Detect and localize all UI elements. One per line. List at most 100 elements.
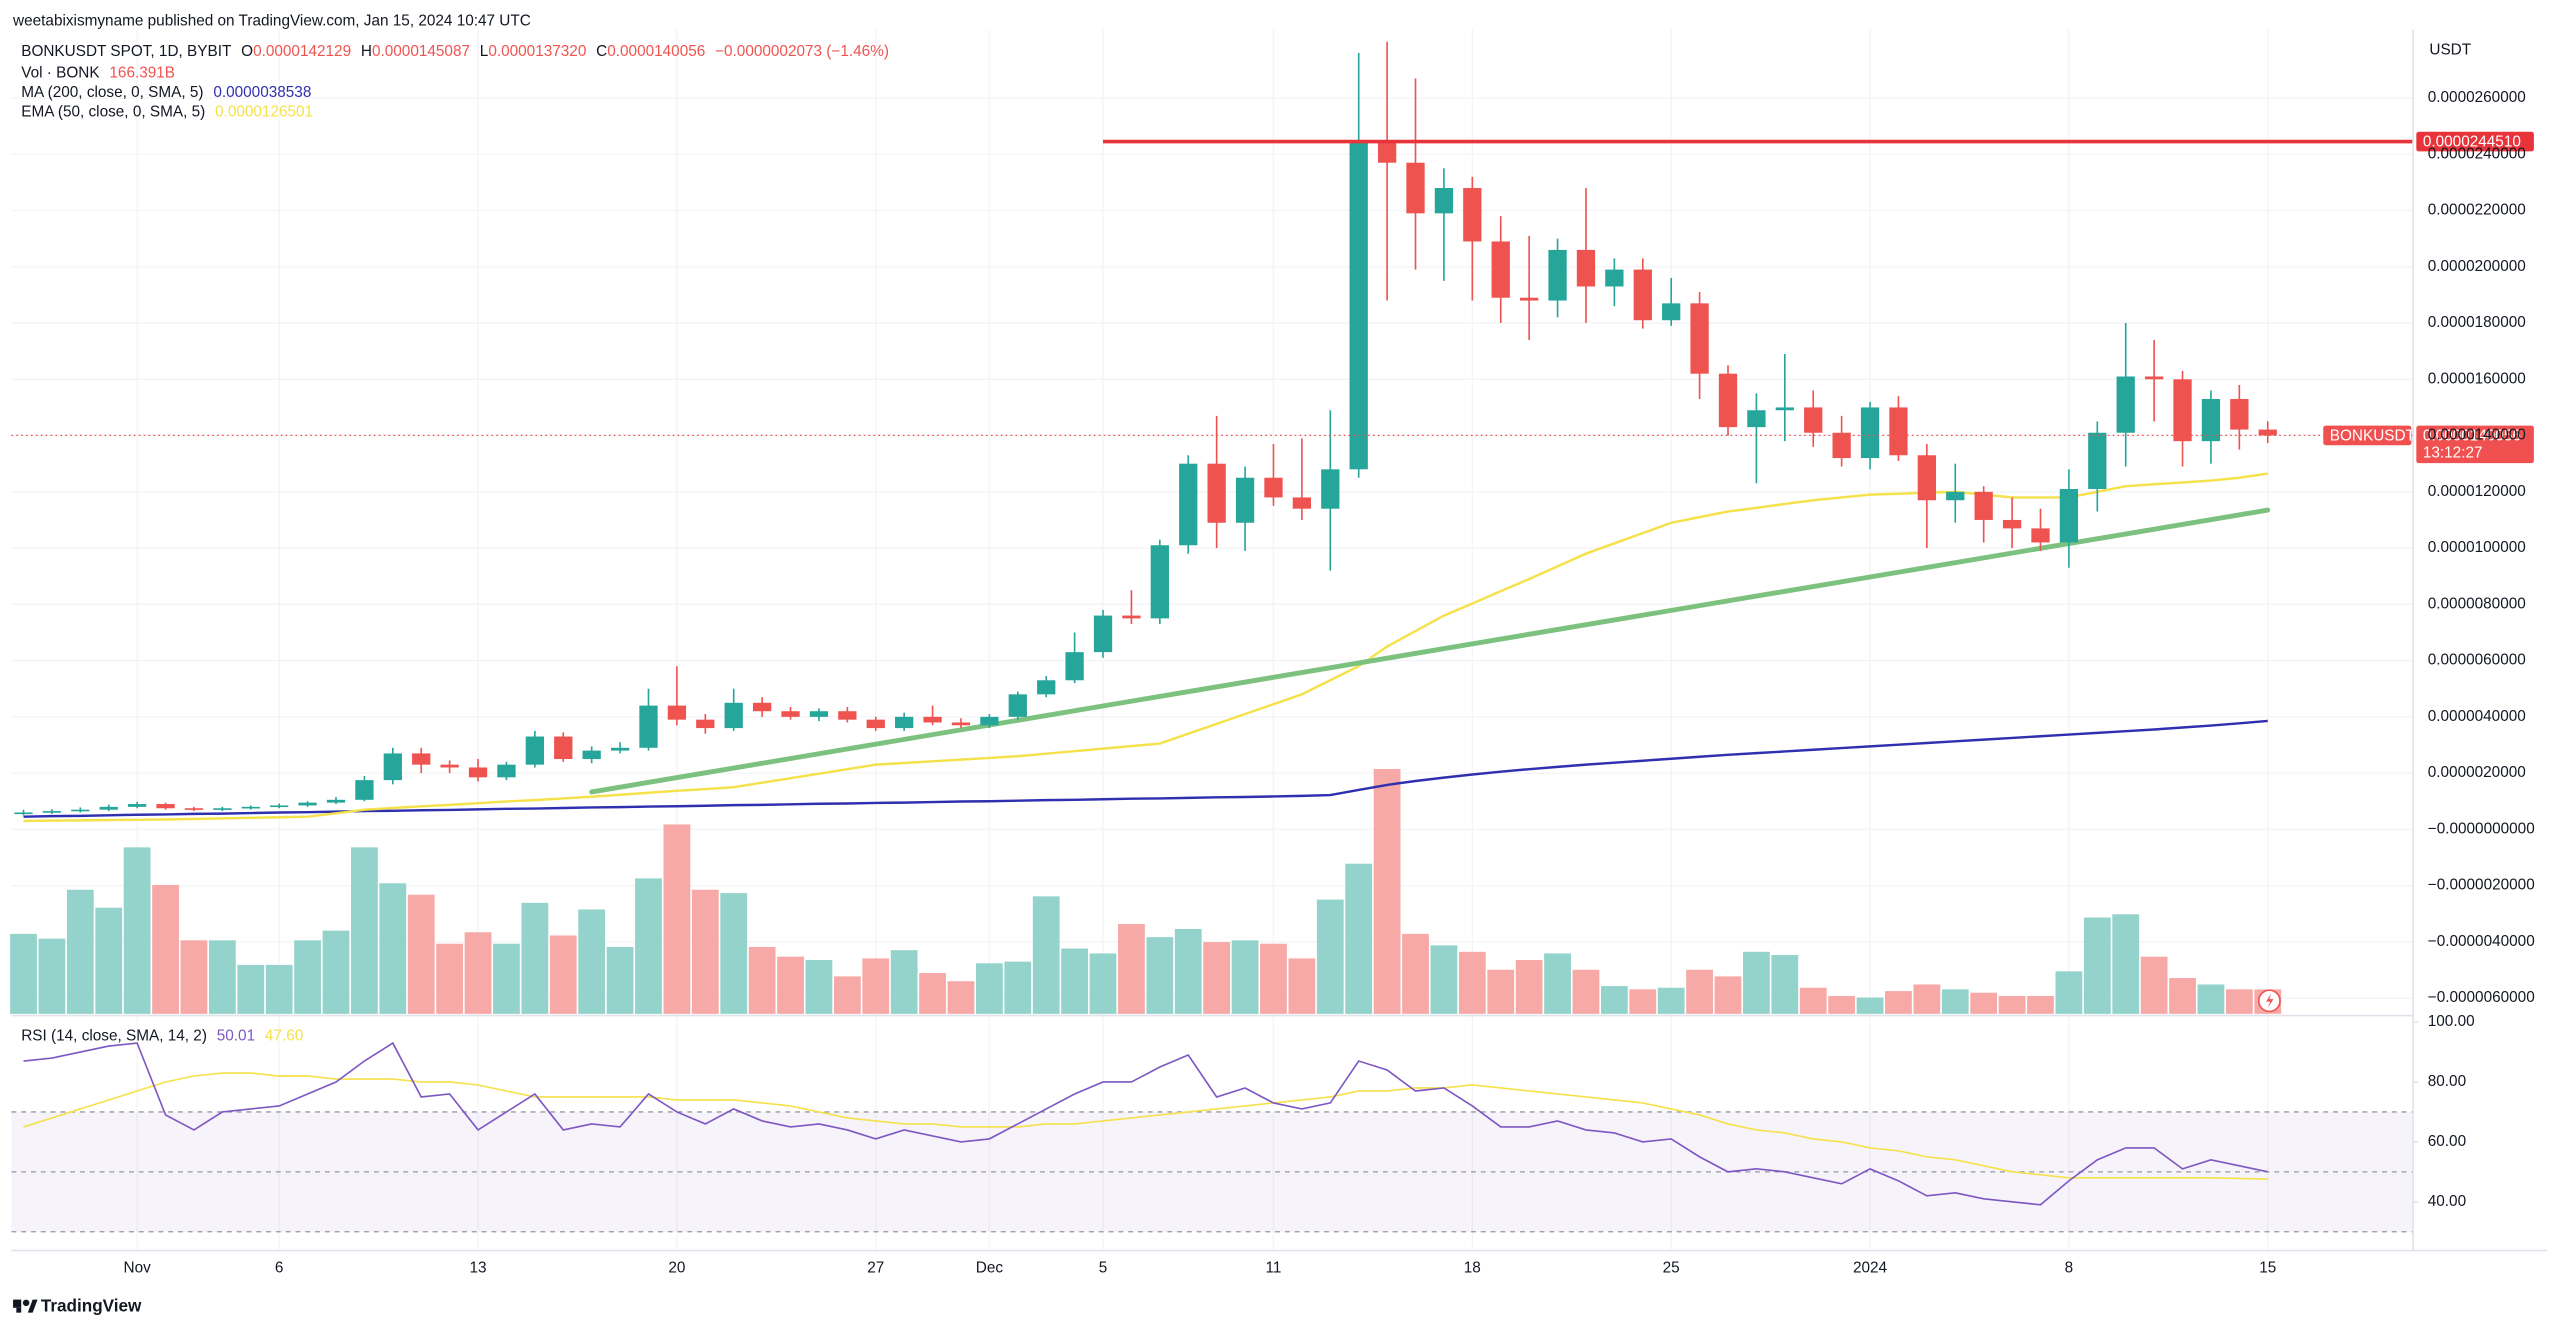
candle-body xyxy=(610,747,630,751)
candle-body xyxy=(2230,398,2249,430)
volume-bar xyxy=(2225,989,2253,1014)
volume-bar xyxy=(549,935,577,1014)
candle-body xyxy=(809,711,829,717)
candle-body xyxy=(468,767,488,778)
candle-body xyxy=(951,722,971,726)
candle-body xyxy=(1548,249,1567,301)
volume-bar xyxy=(1089,953,1117,1014)
volume-bar xyxy=(66,889,94,1014)
candle-body xyxy=(1605,269,1624,287)
volume-bar xyxy=(2140,956,2168,1014)
volume-bar xyxy=(1260,943,1287,1014)
legend-item: C xyxy=(596,43,607,60)
legend-row: MA (200, close, 0, SMA, 5) 0.0000038538 xyxy=(21,84,311,101)
volume-bar xyxy=(1373,768,1401,1014)
candle-layer xyxy=(14,41,2277,816)
legend-item: 0.0000140056 xyxy=(607,43,705,60)
legend-item: 0.0000142129 xyxy=(253,43,351,60)
alert-icon xyxy=(2257,989,2281,1013)
volume-bar xyxy=(1544,953,1571,1014)
candle-body xyxy=(639,705,658,748)
candle-body xyxy=(1718,373,1738,428)
y-tick-label: 40.00 xyxy=(2428,1193,2466,1210)
y-tick-label: 0.0000060000 xyxy=(2428,652,2526,669)
volume-bar xyxy=(294,940,321,1014)
volume-bar xyxy=(1061,948,1088,1014)
candle-body xyxy=(696,719,715,729)
candle-body xyxy=(1264,477,1283,498)
candle-body xyxy=(1065,652,1084,681)
volume-bar xyxy=(1828,995,1856,1014)
volume-bar xyxy=(493,943,520,1014)
y-tick-label: 0.0000040000 xyxy=(2428,708,2526,725)
grid xyxy=(11,29,2414,1251)
volume-bar xyxy=(578,909,606,1014)
volume-bar xyxy=(1686,969,1713,1014)
indicator-line xyxy=(23,472,2268,823)
volume-bar xyxy=(208,940,236,1014)
volume-bar xyxy=(862,958,890,1014)
volume-bar xyxy=(606,946,634,1014)
candle-body xyxy=(2088,432,2107,490)
volume-bar xyxy=(1004,961,1032,1014)
candle-body xyxy=(1804,407,1823,433)
volume-bar xyxy=(1032,896,1060,1014)
volume-bar xyxy=(2112,914,2140,1014)
volume-bar xyxy=(237,964,265,1014)
rsi-pane xyxy=(11,1041,2414,1233)
candle-body xyxy=(71,809,90,812)
brand: TradingView xyxy=(41,1295,142,1315)
candle-body xyxy=(1037,680,1056,695)
currency-label: USDT xyxy=(2429,42,2471,59)
volume-bar xyxy=(2055,971,2083,1014)
candle-body xyxy=(14,812,33,815)
y-tick-label: 0.0000220000 xyxy=(2428,202,2526,219)
candle-body xyxy=(1434,188,1454,214)
volume-bar xyxy=(1402,933,1429,1014)
legend-item: 50.01 xyxy=(217,1028,255,1045)
candle-body xyxy=(383,753,402,781)
volume-bar xyxy=(1771,955,1799,1014)
price-tag-label: 0.0000244510 xyxy=(2423,133,2521,150)
volume-bar xyxy=(1629,989,1657,1014)
volume-bar xyxy=(1487,969,1515,1014)
legend-item: RSI (14, close, SMA, 14, 2) xyxy=(21,1028,207,1045)
x-tick-label: 15 xyxy=(2259,1260,2276,1277)
footer: TradingView xyxy=(13,1295,142,1315)
volume-bar xyxy=(95,907,123,1014)
candle-body xyxy=(99,806,118,810)
volume-bar xyxy=(1600,986,1628,1014)
volume-bar xyxy=(1316,899,1344,1014)
candle-body xyxy=(2258,429,2277,436)
rsi-line xyxy=(23,1072,2268,1180)
candle-body xyxy=(2031,528,2050,543)
volume-bar xyxy=(38,938,66,1014)
volume-bar xyxy=(265,964,293,1014)
volume-bar xyxy=(1118,924,1145,1014)
candle-body xyxy=(1377,143,1397,163)
last-price-label: 0.0000140056 xyxy=(2423,427,2521,444)
x-tick-label: 13 xyxy=(470,1260,487,1277)
legend-item: 0.0000126501 xyxy=(215,104,313,121)
volume-bar xyxy=(1430,945,1458,1014)
volume-bar xyxy=(777,956,804,1014)
legend-item: BONKUSDT SPOT, 1D, BYBIT xyxy=(21,43,232,60)
volume-bar xyxy=(1657,987,1685,1014)
legend-item: 0.0000038538 xyxy=(213,84,311,101)
legend-item: 0.0000137320 xyxy=(488,43,586,60)
axes: 0.00002600000.00002400000.00002200000.00… xyxy=(11,29,2547,1277)
candle-body xyxy=(1520,297,1539,301)
candle-body xyxy=(582,750,601,760)
candle-body xyxy=(1122,615,1141,619)
candle-body xyxy=(1633,269,1652,321)
price-tag xyxy=(2416,131,2534,152)
x-tick-label: 8 xyxy=(2065,1260,2074,1277)
legend-item: O xyxy=(241,43,253,60)
volume-bar xyxy=(748,946,776,1014)
candle-body xyxy=(866,719,885,729)
y-tick-label: −0.0000040000 xyxy=(2428,933,2535,950)
candle-body xyxy=(781,711,800,717)
legend: BONKUSDT SPOT, 1D, BYBIT O0.0000142129 H0.… xyxy=(12,12,889,1045)
candle-body xyxy=(1093,615,1113,653)
